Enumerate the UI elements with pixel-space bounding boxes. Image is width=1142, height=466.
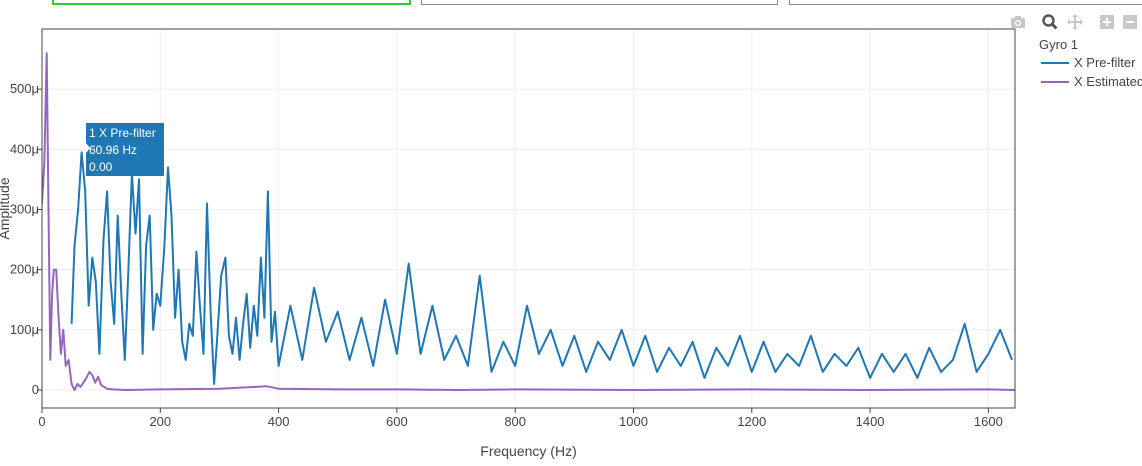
legend: Gyro 1 X Pre-filter X Estimated bbox=[1039, 37, 1142, 89]
y-tick-label: 100μ bbox=[10, 322, 39, 337]
tick-labels: 0 200 400 600 800 1000 1200 1400 1600 0 100μ 200μ 30… bbox=[10, 81, 1003, 429]
grid bbox=[41, 29, 1015, 408]
y-tick-label: 300μ bbox=[10, 201, 39, 216]
tab-active[interactable] bbox=[52, 0, 411, 5]
tab-third[interactable] bbox=[789, 0, 1142, 5]
x-tick-label: 400 bbox=[268, 414, 290, 429]
hover-tooltip: 1 X Pre-filter 60.96 Hz 0.00 bbox=[86, 123, 164, 176]
x-tick-label: 200 bbox=[149, 414, 171, 429]
x-tick-label: 1400 bbox=[856, 414, 885, 429]
x-tick-label: 1600 bbox=[974, 414, 1003, 429]
y-axis-label: Amplitude bbox=[0, 177, 12, 239]
legend-item-x-estimated[interactable]: X Estimated bbox=[1041, 74, 1142, 89]
series-line-x-estimated bbox=[42, 52, 1015, 391]
tooltip-x-value: 60.96 Hz bbox=[89, 143, 137, 157]
y-tick-label: 0 bbox=[32, 382, 39, 397]
zoom-in-icon[interactable] bbox=[1098, 13, 1116, 31]
tooltip-y-value: 0.00 bbox=[89, 160, 113, 174]
y-tick-label: 200μ bbox=[10, 262, 39, 277]
y-tick-label: 400μ bbox=[10, 141, 39, 156]
tooltip-series: 1 X Pre-filter bbox=[89, 126, 156, 140]
x-tick-label: 600 bbox=[386, 414, 408, 429]
zoom-icon[interactable] bbox=[1041, 13, 1059, 31]
camera-icon[interactable] bbox=[1009, 13, 1027, 31]
legend-label-x-prefilter: X Pre-filter bbox=[1074, 55, 1136, 70]
legend-label-x-estimated: X Estimated bbox=[1074, 74, 1142, 89]
x-axis-label: Frequency (Hz) bbox=[480, 443, 576, 459]
legend-title: Gyro 1 bbox=[1039, 37, 1078, 52]
x-tick-label: 1000 bbox=[619, 414, 648, 429]
x-tick-label: 0 bbox=[38, 414, 45, 429]
y-tick-label: 500μ bbox=[10, 81, 39, 96]
series-layer bbox=[42, 52, 1015, 391]
tab-second[interactable] bbox=[421, 0, 778, 5]
x-tick-label: 1200 bbox=[737, 414, 766, 429]
series-line-x-pre-filter bbox=[70, 151, 1013, 385]
plot-frame bbox=[41, 28, 1016, 409]
pan-icon[interactable] bbox=[1066, 13, 1084, 31]
legend-item-x-prefilter[interactable]: X Pre-filter bbox=[1041, 55, 1136, 70]
tooltip-box bbox=[86, 123, 164, 176]
zoom-out-icon[interactable] bbox=[1121, 13, 1139, 31]
x-tick-label: 800 bbox=[504, 414, 526, 429]
